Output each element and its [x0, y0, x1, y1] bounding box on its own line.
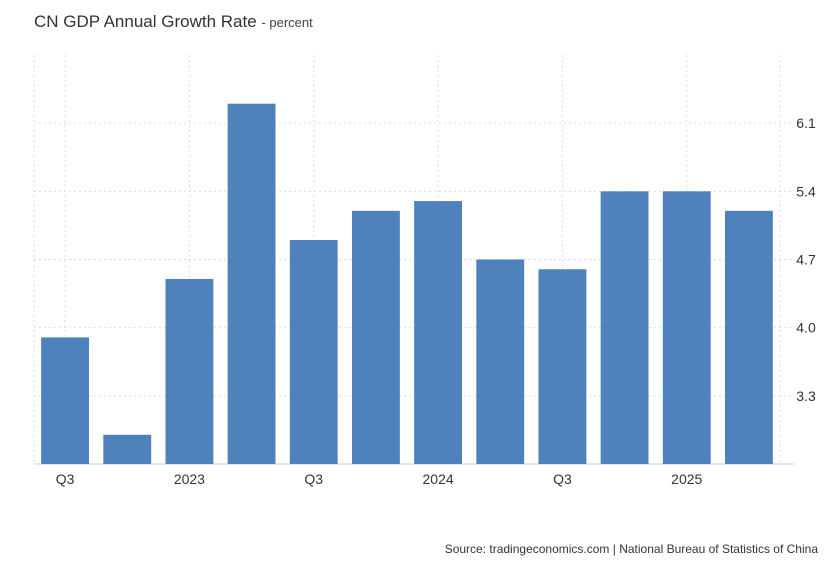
chart-unit: - percent — [261, 15, 313, 30]
bar — [600, 191, 649, 465]
bar-series — [41, 103, 773, 465]
bar — [351, 210, 400, 464]
x-tick-label: 2023 — [174, 471, 205, 487]
x-tick-label: 2025 — [671, 471, 702, 487]
bar-chart: Q3 2023 Q3 2024 Q3 2025 3.3 4.0 4.7 5.4 6.1 — [33, 55, 816, 487]
bar — [476, 259, 525, 464]
bar — [414, 201, 463, 465]
chart-unit-text: percent — [269, 15, 313, 30]
bar — [289, 240, 338, 464]
x-tick-label: 2024 — [423, 471, 454, 487]
y-tick-label: 4.7 — [796, 252, 816, 268]
x-tick-label: Q3 — [56, 471, 75, 487]
y-axis-labels: 3.3 4.0 4.7 5.4 6.1 — [796, 115, 816, 404]
x-tick-label: Q3 — [304, 471, 323, 487]
bar — [103, 434, 152, 464]
bar — [227, 103, 276, 464]
y-tick-label: 6.1 — [796, 115, 816, 131]
bar — [41, 337, 90, 464]
x-tick-label: Q3 — [553, 471, 572, 487]
bar — [165, 278, 214, 464]
bar — [538, 269, 587, 464]
y-tick-label: 4.0 — [796, 320, 816, 336]
y-tick-label: 3.3 — [796, 388, 816, 404]
chart-title-text: CN GDP Annual Growth Rate — [34, 12, 257, 31]
bar — [662, 191, 711, 465]
bar — [724, 210, 773, 464]
y-tick-label: 5.4 — [796, 183, 816, 199]
chart-title: CN GDP Annual Growth Rate - percent — [34, 12, 313, 32]
x-axis-labels: Q3 2023 Q3 2024 Q3 2025 — [56, 471, 703, 487]
source-note: Source: tradingeconomics.com | National … — [444, 542, 818, 556]
